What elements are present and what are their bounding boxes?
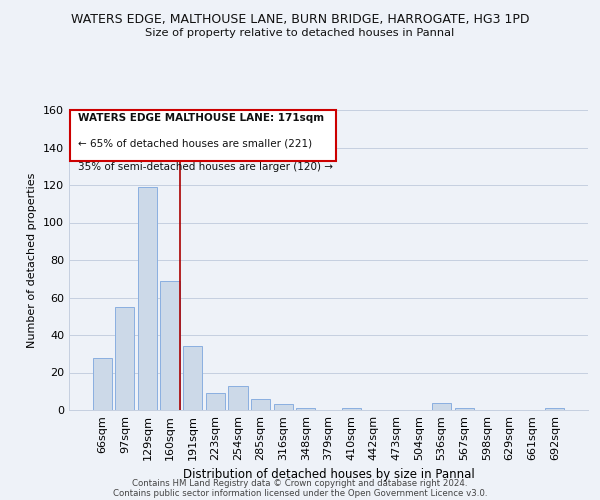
Bar: [274, 404, 293, 410]
Bar: [183, 346, 202, 410]
Bar: [545, 408, 565, 410]
X-axis label: Distribution of detached houses by size in Pannal: Distribution of detached houses by size …: [182, 468, 475, 481]
FancyBboxPatch shape: [70, 110, 336, 160]
Text: ← 65% of detached houses are smaller (221): ← 65% of detached houses are smaller (22…: [78, 138, 312, 148]
Text: Size of property relative to detached houses in Pannal: Size of property relative to detached ho…: [145, 28, 455, 38]
Text: Contains public sector information licensed under the Open Government Licence v3: Contains public sector information licen…: [113, 488, 487, 498]
Text: WATERS EDGE MALTHOUSE LANE: 171sqm: WATERS EDGE MALTHOUSE LANE: 171sqm: [78, 113, 324, 123]
Text: WATERS EDGE, MALTHOUSE LANE, BURN BRIDGE, HARROGATE, HG3 1PD: WATERS EDGE, MALTHOUSE LANE, BURN BRIDGE…: [71, 12, 529, 26]
Text: 35% of semi-detached houses are larger (120) →: 35% of semi-detached houses are larger (…: [78, 162, 333, 172]
Bar: [115, 307, 134, 410]
Y-axis label: Number of detached properties: Number of detached properties: [28, 172, 37, 348]
Bar: [251, 399, 270, 410]
Bar: [138, 187, 157, 410]
Text: Contains HM Land Registry data © Crown copyright and database right 2024.: Contains HM Land Registry data © Crown c…: [132, 478, 468, 488]
Bar: [432, 402, 451, 410]
Bar: [455, 408, 474, 410]
Bar: [206, 393, 225, 410]
Bar: [92, 358, 112, 410]
Bar: [160, 280, 180, 410]
Bar: [229, 386, 248, 410]
Bar: [341, 408, 361, 410]
Bar: [296, 408, 316, 410]
